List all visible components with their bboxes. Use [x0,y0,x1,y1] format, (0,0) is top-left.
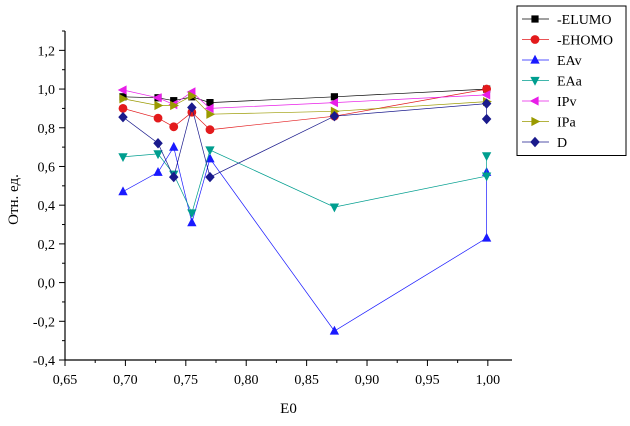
x-tick-label: 0,75 [174,373,199,388]
y-tick-label: 0,6 [38,160,56,175]
data-point [205,125,215,135]
x-tick-label: 0,85 [294,373,319,388]
data-point [329,203,340,213]
legend-label: IPv [557,95,576,110]
legend-marker [530,136,540,148]
data-point [154,100,164,111]
x-tick-label: 1,00 [476,373,501,388]
data-point [153,113,163,123]
y-tick-label: 0,4 [38,199,56,214]
legend-marker [530,76,540,86]
data-point [168,171,179,183]
series-line [122,103,487,179]
plot-axes: 0,65 0,70 0,75 0,80 0,85 0,90 0,95 1,00 -0,4 -0,2… [33,30,512,388]
data-point [188,91,198,101]
series-line [122,149,487,214]
data-point [187,102,197,113]
data-point [481,172,492,182]
x-tick-label: 0,90 [355,373,380,388]
y-axis-title: Отн. ед. [6,174,22,225]
data-point [481,98,492,109]
y-tick-label: 0,0 [38,277,56,292]
y-tick-label: 1,2 [38,44,56,59]
legend-marker [529,96,539,106]
legend-label: IPa [557,116,576,131]
data-point [187,217,197,227]
data-point [205,146,215,156]
legend-marker [530,35,540,44]
data-point [329,325,340,335]
y-tick-label: 0,8 [38,122,56,137]
data-point [153,138,163,149]
data-point [329,97,339,108]
data-point [153,167,163,176]
series-line [122,146,487,332]
legend-label: -ELUMO [557,13,611,28]
x-tick-label: 0,70 [113,373,138,388]
legend-label: EAv [557,54,582,69]
legend-label: -EHOMO [557,34,613,49]
data-point [481,232,492,242]
data-point [118,153,128,163]
data-point [169,141,179,151]
y-tick-label: -0,4 [33,354,55,369]
data-point [187,209,197,219]
data-point [152,93,162,103]
x-axis-title: E0 [280,401,297,417]
plot-series [117,84,492,335]
legend-label: EAa [557,75,583,90]
y-tick-label: 1,0 [38,83,56,98]
y-tick-label: 0,2 [38,238,56,253]
data-point [118,111,128,123]
data-point [118,104,128,113]
x-tick-label: 0,95 [415,373,440,388]
legend-marker [531,116,541,127]
data-point [481,90,491,100]
data-point [117,85,127,95]
data-point [206,109,216,119]
data-point [329,110,340,122]
data-point [118,186,128,196]
data-point [205,171,215,183]
data-point [119,94,129,104]
x-tick-label: 0,65 [53,373,78,388]
legend-label: D [557,136,567,151]
y-tick-label: -0,2 [33,315,55,330]
x-tick-label: 0,80 [234,373,259,388]
series-d [118,98,492,183]
data-point [481,113,492,125]
legend-marker [530,54,540,64]
legend: -ELUMO -EHOMO EAv EAa IPv IPa D [516,5,627,156]
data-point [204,103,214,114]
data-point [481,152,492,162]
data-point [170,100,179,111]
data-point [169,122,179,132]
legend-marker [531,15,539,23]
data-point [153,150,163,160]
series-eav [118,141,492,335]
